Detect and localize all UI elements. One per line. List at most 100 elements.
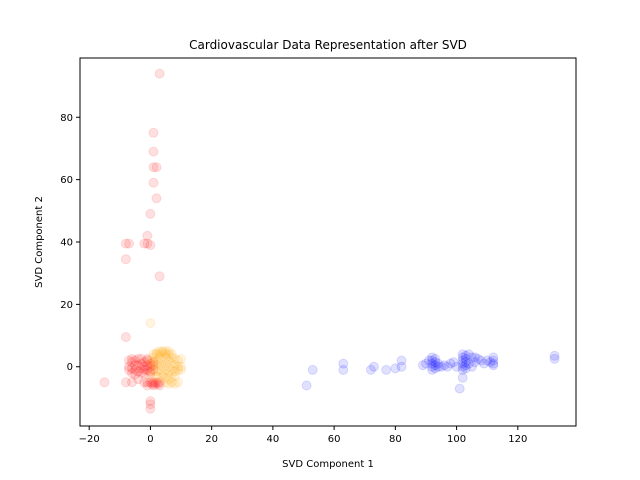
data-point (470, 352, 480, 363)
data-point (154, 377, 165, 388)
data-point (148, 377, 159, 388)
data-point (460, 357, 471, 368)
data-point (160, 364, 171, 375)
data-point (151, 371, 162, 382)
data-point (365, 364, 376, 375)
data-point (488, 358, 499, 369)
data-point (176, 364, 186, 375)
x-tick-label: −20 (79, 434, 100, 445)
y-tick-label: 40 (60, 238, 73, 249)
data-point (142, 360, 153, 371)
x-tick-label: 20 (205, 434, 218, 445)
data-point (151, 349, 162, 360)
data-point (99, 377, 110, 388)
data-point (476, 355, 487, 366)
plot-points (99, 68, 560, 414)
data-point (301, 380, 312, 391)
data-point (436, 361, 447, 372)
data-point (145, 318, 156, 329)
data-point (148, 349, 159, 360)
data-point (163, 355, 174, 366)
data-point (390, 363, 401, 374)
data-point (169, 360, 180, 371)
data-point (439, 360, 450, 371)
data-point (148, 127, 159, 138)
data-point (173, 364, 183, 375)
data-point (163, 346, 174, 357)
data-point (160, 349, 171, 360)
data-point (142, 380, 153, 391)
data-point (427, 361, 438, 372)
data-point (148, 364, 159, 375)
data-point (142, 353, 153, 364)
data-point (139, 361, 150, 372)
data-point (176, 353, 186, 364)
data-point (457, 361, 468, 372)
data-point (160, 372, 171, 383)
data-point (139, 357, 150, 368)
data-point (430, 357, 441, 368)
data-point (176, 361, 186, 372)
data-point (133, 374, 144, 385)
data-point (421, 358, 431, 369)
data-point (133, 366, 144, 377)
data-point (460, 363, 471, 374)
data-point (338, 364, 349, 375)
x-tick-label: 80 (389, 434, 402, 445)
data-point (417, 360, 428, 371)
data-point (127, 357, 137, 368)
data-point (485, 357, 496, 368)
data-point (145, 240, 156, 251)
data-point (549, 350, 560, 361)
data-point (124, 361, 134, 372)
data-point (130, 364, 141, 375)
data-point (427, 358, 438, 369)
data-point (150, 378, 160, 389)
data-point (151, 355, 162, 366)
data-point (148, 146, 159, 157)
data-point (154, 358, 165, 369)
x-tick-label: 100 (447, 434, 466, 445)
data-point (473, 353, 483, 364)
data-point (457, 372, 468, 383)
data-point (145, 396, 156, 407)
data-point (148, 177, 159, 188)
data-point (154, 372, 165, 383)
data-point (153, 378, 164, 389)
data-point (139, 364, 150, 375)
data-point (463, 349, 474, 360)
data-point (430, 360, 441, 371)
y-tick-label: 0 (67, 362, 73, 373)
data-point (130, 369, 141, 380)
data-point (154, 346, 165, 357)
data-point (136, 353, 147, 364)
data-point (120, 332, 131, 343)
data-point (142, 230, 153, 241)
data-point (139, 377, 150, 388)
data-point (166, 377, 177, 388)
data-point (145, 368, 156, 378)
data-point (157, 347, 168, 358)
data-point (142, 355, 153, 366)
data-point (451, 361, 462, 372)
data-point (166, 369, 177, 380)
data-point (148, 358, 159, 369)
data-point (433, 358, 444, 369)
data-point (124, 238, 134, 249)
data-point (396, 361, 407, 372)
data-point (157, 346, 168, 357)
data-point (148, 352, 159, 363)
data-point (127, 363, 137, 374)
data-point (145, 377, 156, 388)
data-point (154, 352, 165, 363)
data-point (120, 238, 131, 249)
data-point (460, 353, 471, 364)
data-point (136, 368, 147, 378)
data-point (133, 353, 144, 364)
x-tick-label: 120 (508, 434, 527, 445)
data-point (457, 364, 468, 375)
chart-title: Cardiovascular Data Representation after… (189, 38, 467, 52)
data-point (457, 349, 468, 360)
data-point (145, 355, 156, 366)
